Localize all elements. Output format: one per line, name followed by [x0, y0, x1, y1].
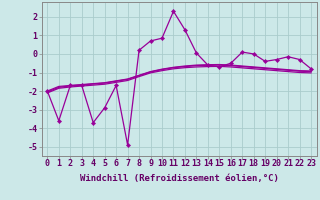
- X-axis label: Windchill (Refroidissement éolien,°C): Windchill (Refroidissement éolien,°C): [80, 174, 279, 183]
